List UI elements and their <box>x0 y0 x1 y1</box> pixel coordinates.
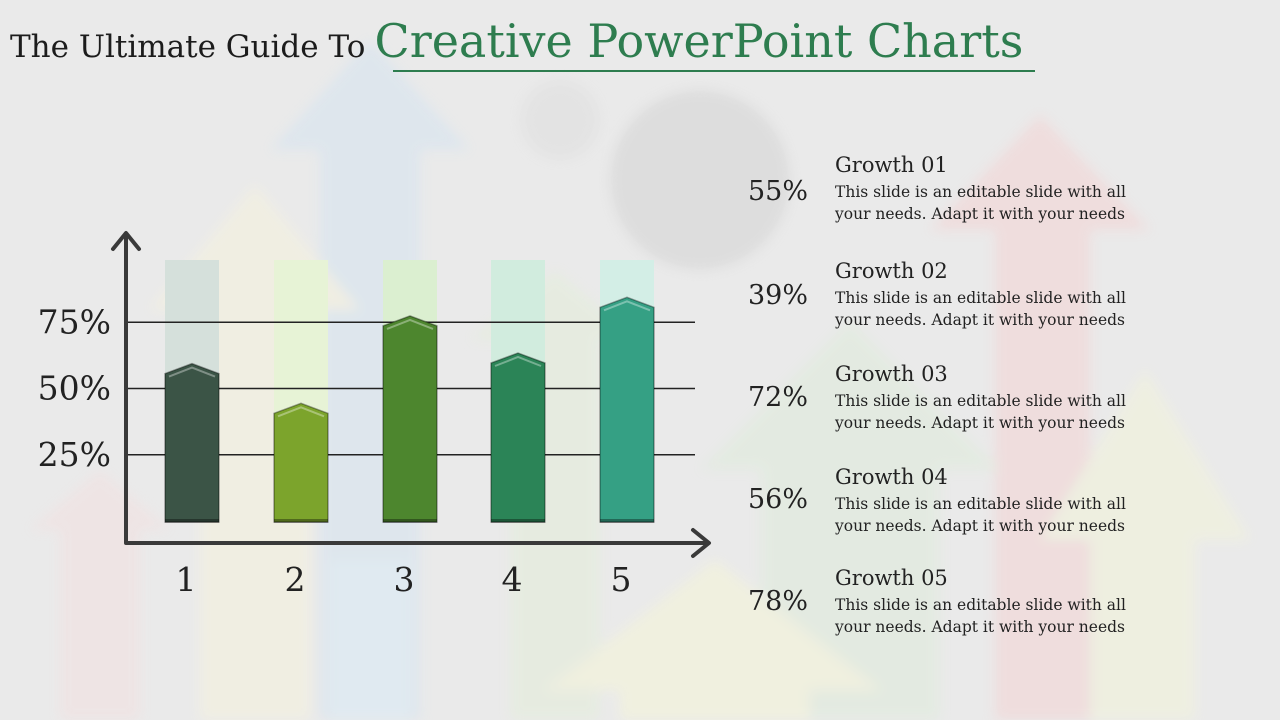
growth-1-title: Growth 01 <box>835 153 948 177</box>
bar-highlight-5 <box>603 300 651 312</box>
bar-base-5 <box>600 519 654 523</box>
growth-4-percent: 56% <box>748 484 809 515</box>
slide-title: The Ultimate Guide To Creative PowerPoin… <box>10 14 1023 68</box>
bar-base-3 <box>383 519 437 523</box>
title-accent: Creative PowerPoint Charts <box>374 14 1024 68</box>
growth-5-title: Growth 05 <box>835 566 948 590</box>
x-tick-label: 3 <box>394 560 415 599</box>
x-tick-label: 5 <box>611 560 632 599</box>
bar-base-1 <box>165 519 219 523</box>
y-axis-arrow <box>111 231 141 251</box>
growth-2-desc: This slide is an editable slide with all… <box>835 289 1126 329</box>
growth-2-title: Growth 02 <box>835 259 948 283</box>
bar-highlight-3 <box>386 318 434 330</box>
growth-1-desc: This slide is an editable slide with all… <box>835 183 1126 223</box>
growth-4-title: Growth 04 <box>835 465 948 489</box>
y-tick-label: 50% <box>38 369 111 408</box>
bar-highlight-2 <box>277 406 325 418</box>
bar-highlight-4 <box>494 355 542 367</box>
x-tick-label: 4 <box>502 560 523 599</box>
bar-4 <box>490 352 546 523</box>
bar-2 <box>273 402 329 523</box>
title-lead: The Ultimate Guide To <box>10 29 366 65</box>
bar-base-2 <box>274 519 328 523</box>
growth-5-percent: 78% <box>748 586 809 617</box>
y-tick-label: 75% <box>38 302 111 341</box>
growth-3-desc: This slide is an editable slide with all… <box>835 392 1126 432</box>
axes <box>124 236 706 545</box>
growth-3-title: Growth 03 <box>835 362 948 386</box>
growth-3-percent: 72% <box>748 382 809 413</box>
bar-1 <box>164 362 220 523</box>
bar-base-4 <box>491 519 545 523</box>
bar-5 <box>599 296 655 523</box>
x-tick-label: 1 <box>176 560 197 599</box>
x-axis-arrow <box>691 528 711 558</box>
y-tick-label: 25% <box>38 435 111 474</box>
title-underline <box>393 70 1035 72</box>
x-tick-label: 2 <box>285 560 306 599</box>
growth-2-percent: 39% <box>748 280 809 311</box>
growth-1-percent: 55% <box>748 176 809 207</box>
bar-highlight-1 <box>168 366 216 378</box>
bar-3 <box>382 315 438 523</box>
growth-5-desc: This slide is an editable slide with all… <box>835 596 1126 636</box>
growth-4-desc: This slide is an editable slide with all… <box>835 495 1126 535</box>
